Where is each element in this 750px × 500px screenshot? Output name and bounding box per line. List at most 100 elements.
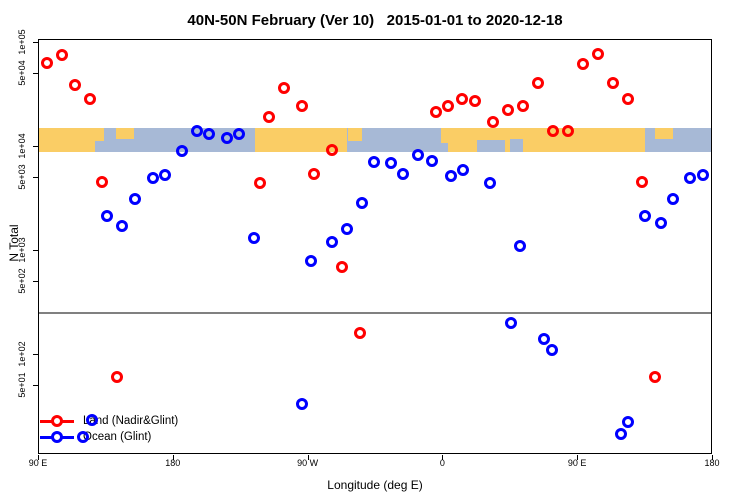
data-point-ocean <box>85 414 98 427</box>
data-point-land <box>430 106 443 119</box>
y-tick <box>33 177 38 179</box>
x-tick-label: 180 <box>165 458 181 468</box>
y-tick-label: 1e+03 <box>17 237 27 263</box>
data-point-ocean <box>100 210 113 223</box>
data-point-land <box>336 260 349 273</box>
data-point-ocean <box>614 428 627 441</box>
data-point-land <box>96 176 109 189</box>
legend-label-ocean: Ocean (Glint) <box>83 431 152 443</box>
y-tick <box>33 385 38 387</box>
data-point-land <box>277 82 290 95</box>
data-point-ocean <box>697 168 709 181</box>
data-point-ocean <box>397 167 410 180</box>
data-point-ocean <box>683 172 696 185</box>
data-point-ocean <box>425 154 438 167</box>
data-point-ocean <box>367 156 380 169</box>
x-tick <box>172 455 174 460</box>
data-point-ocean <box>484 177 497 190</box>
data-point-ocean <box>385 156 398 169</box>
data-point-land <box>577 58 590 71</box>
y-tick-label: 1e+05 <box>17 29 27 55</box>
x-tick-label: 90 W <box>297 458 319 468</box>
data-point-ocean <box>220 131 233 144</box>
data-point-ocean <box>538 332 551 345</box>
data-point-land <box>69 78 82 91</box>
x-tick <box>38 455 39 460</box>
data-point-ocean <box>545 343 558 356</box>
data-point-ocean <box>667 192 680 205</box>
data-point-ocean <box>247 232 260 245</box>
data-point-land <box>517 100 530 113</box>
data-point-land <box>442 100 455 113</box>
data-point-land <box>649 371 662 384</box>
x-tick-label: 0 <box>439 458 445 468</box>
data-point-ocean <box>304 255 317 268</box>
data-point-land <box>455 93 468 106</box>
land-series-marker-icon <box>40 415 74 427</box>
data-point-land <box>111 371 124 384</box>
reference-line <box>38 311 712 314</box>
y-tick-label: 5e+01 <box>17 372 27 398</box>
ocean-series-marker-icon <box>40 431 74 443</box>
data-point-ocean <box>76 430 89 443</box>
y-tick <box>33 281 38 283</box>
data-point-ocean <box>622 416 635 429</box>
data-point-land <box>325 143 338 156</box>
legend-label-land: Land (Nadir&Glint) <box>83 415 179 427</box>
data-point-land <box>562 124 575 137</box>
map-band-island-patch <box>348 127 362 141</box>
x-tick-label: 180 <box>704 458 720 468</box>
y-tick <box>33 42 38 43</box>
data-point-ocean <box>159 168 172 181</box>
y-tick-label: 1e+04 <box>17 133 27 159</box>
data-point-ocean <box>638 210 651 223</box>
data-point-land <box>635 176 648 189</box>
x-tick <box>442 455 444 460</box>
data-point-ocean <box>325 235 338 248</box>
chart-title: 40N-50N February (Ver 10) 2015-01-01 to … <box>187 12 563 29</box>
x-tick-label: 90 E <box>567 458 587 468</box>
data-point-ocean <box>202 128 215 141</box>
data-point-land <box>55 48 68 61</box>
x-axis-title: Longitude (deg E) <box>327 478 423 492</box>
data-point-ocean <box>295 398 308 411</box>
x-tick <box>307 455 309 460</box>
data-point-land <box>295 100 308 113</box>
y-tick <box>33 250 38 251</box>
data-point-ocean <box>129 192 142 205</box>
data-point-ocean <box>412 148 425 161</box>
data-point-ocean <box>445 169 458 182</box>
map-band-water-patch <box>509 138 524 152</box>
legend: Land (Nadir&Glint) Ocean (Glint) <box>40 413 178 445</box>
data-point-ocean <box>115 220 128 233</box>
data-point-land <box>547 124 560 137</box>
data-point-land <box>469 95 482 108</box>
data-point-ocean <box>175 144 188 157</box>
data-point-land <box>354 326 367 339</box>
data-point-land <box>532 77 545 90</box>
data-point-ocean <box>232 128 245 141</box>
data-point-ocean <box>147 172 160 185</box>
map-band-water-patch <box>476 139 506 152</box>
data-point-land <box>253 177 266 190</box>
data-point-ocean <box>655 217 668 230</box>
map-band-land <box>440 127 645 152</box>
legend-item-land: Land (Nadir&Glint) <box>40 413 178 429</box>
data-point-ocean <box>505 316 518 329</box>
y-tick-label: 5e+02 <box>17 268 27 294</box>
y-tick-label: 5e+04 <box>17 60 27 86</box>
y-tick-label: 5e+03 <box>17 164 27 190</box>
data-point-land <box>40 56 53 69</box>
data-point-ocean <box>355 197 368 210</box>
x-tick <box>577 455 579 460</box>
data-point-ocean <box>457 163 470 176</box>
x-tick-label: 90 E <box>28 458 48 468</box>
data-point-land <box>84 93 97 106</box>
y-tick <box>33 354 38 355</box>
data-point-land <box>622 93 635 106</box>
y-tick <box>33 146 38 147</box>
data-point-land <box>262 111 275 123</box>
data-point-land <box>502 104 515 117</box>
map-band-island-patch <box>655 127 674 139</box>
